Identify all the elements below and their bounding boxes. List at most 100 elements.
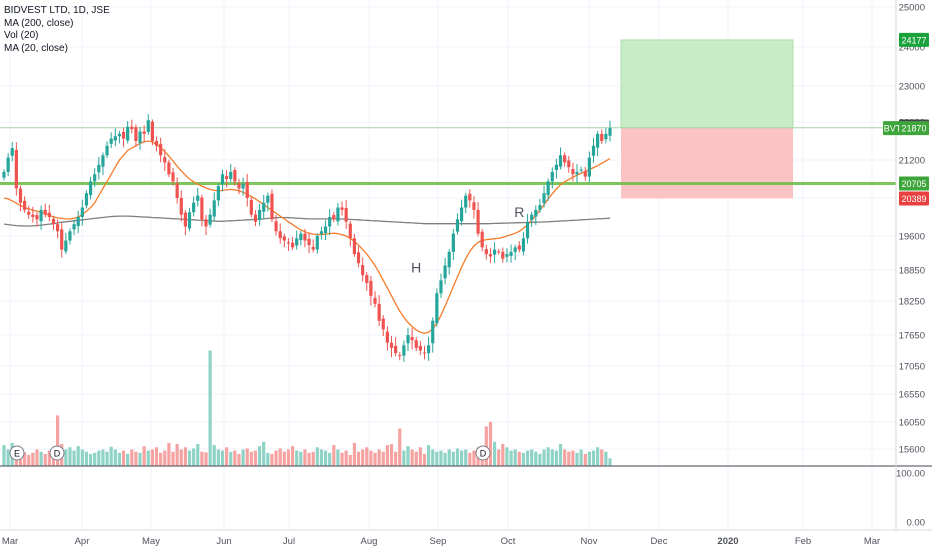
candle-body [237,183,241,189]
volume-bar [558,444,563,466]
long-position-tool[interactable] [620,39,794,199]
time-tick-label: Nov [581,536,598,547]
price-tag-box [899,191,929,206]
candle-body [356,252,361,264]
volume-bar [290,446,295,466]
volume-bar [398,428,402,466]
event-marker-circle [9,445,25,461]
candle-body [439,280,443,294]
candle-body [608,128,612,136]
candle-body [266,195,270,203]
candle-body [212,200,216,217]
candle-body [286,242,291,244]
volume-bar [167,442,171,466]
volume-legend[interactable]: Vol (20) [4,30,39,41]
candle-body [307,238,311,246]
candle-body [88,181,93,196]
price-tag-text: BVT [884,124,902,134]
candle-body [591,145,596,156]
volume-bar [23,452,27,466]
event-marker[interactable]: D [49,445,65,461]
candle-body [521,238,526,252]
price-tick-label: 23000 [899,82,925,93]
candle-body [542,193,546,204]
volume-bar [373,452,377,466]
volume-bar [72,450,76,466]
pattern-annotations: HR [411,204,524,276]
price-axis[interactable]: 2500024000230002200021200204001960018850… [899,3,925,456]
event-marker[interactable]: E [9,445,25,461]
time-tick-label: May [142,536,160,547]
volume-axis: 100.00 0.00 [896,469,925,529]
candle-body [505,254,509,257]
candle-body [253,214,258,222]
volume-bar [546,447,550,466]
volume-bar [80,449,84,466]
candle-body [204,219,208,227]
volume-bar [299,451,303,466]
candle-body [402,345,406,356]
volume-bar [113,449,117,466]
volume-bar [142,446,146,466]
volume-bar [567,451,571,466]
volume-bar [150,449,155,466]
candle-body [389,342,394,348]
ma20-legend[interactable]: MA (20, close) [4,42,68,54]
volume-bar [513,449,517,466]
volume-bar [315,447,319,466]
candle-body [225,176,229,179]
candle-body [587,157,591,177]
candle-body [563,155,567,163]
volume-bar [109,446,113,466]
candle-body [179,198,183,215]
candle-body [509,251,513,256]
candle-body [406,335,410,344]
time-tick-label: Mar [2,536,18,547]
candle-body [10,148,14,156]
volume-bar [332,445,336,466]
volume-bar [525,450,530,466]
time-tick-label: Mar [864,536,880,547]
candle-body [39,209,43,222]
candle-body [159,143,163,156]
volume-bar [427,445,431,466]
volume-bar [101,449,105,466]
candle-body [365,275,369,283]
volume-bar [216,449,220,466]
candle-body [97,164,101,173]
candle-body [340,207,344,210]
volume-bar [134,451,138,466]
volume-bar [18,453,23,466]
volume-bar [2,445,6,466]
volume-bar [336,449,340,466]
volume-bar [319,449,324,466]
volume-bar [88,453,93,466]
candle-body [472,202,476,210]
event-marker[interactable]: D [475,445,491,461]
candle-body [72,224,76,230]
ma200-legend[interactable]: MA (200, close) [4,17,74,29]
volume-bar [596,447,600,466]
candle-body [534,209,538,217]
volume-bar [175,444,179,466]
candle-body [196,195,200,201]
candle-body [513,247,517,252]
candle-body [422,352,427,354]
candle-body [517,245,521,250]
candle-body [571,169,575,175]
volume-bar [253,450,258,466]
candle-body [134,127,138,141]
symbol-title[interactable]: BIDVEST LTD, 1D, JSE [4,5,110,16]
price-tag: 21870 [899,121,929,136]
candle-body [418,345,422,351]
volume-bar [35,449,39,466]
candle-body [163,157,167,163]
volume-bar [286,449,291,466]
volume-bar [311,451,315,466]
time-axis[interactable]: Mar Apr May Jun Jul Aug Sep Oct Nov Dec 2020 Feb Mar [2,536,880,547]
candle-body [497,251,501,253]
volume-bar [464,449,468,466]
candle-body [35,215,39,220]
